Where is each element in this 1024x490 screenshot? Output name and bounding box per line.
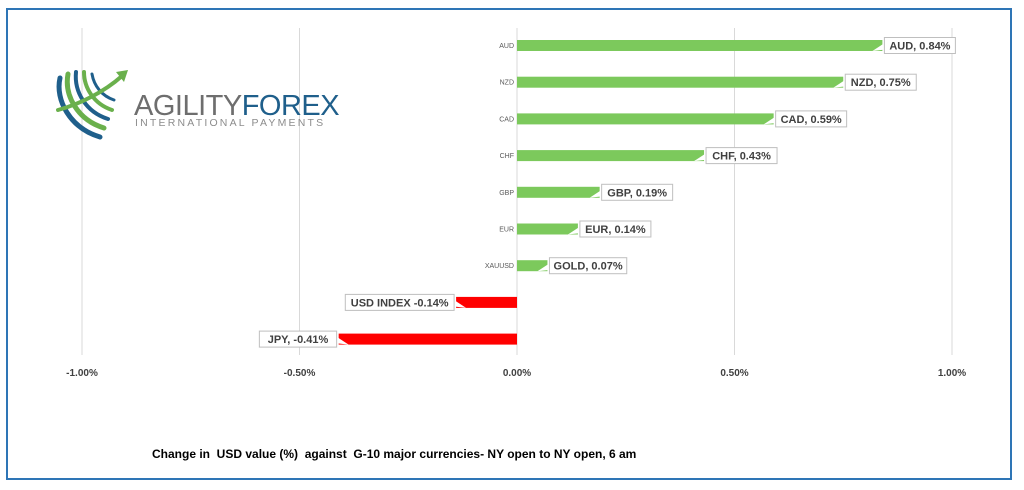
chart-frame xyxy=(6,8,1012,480)
logo-word-forex: FOREX xyxy=(242,90,340,122)
category-label: XAUUSD xyxy=(485,263,514,270)
logo-tagline: INTERNATIONAL PAYMENTS xyxy=(135,117,325,129)
category-labels: AUD NZD CAD CHF GBP EUR XAUUSD xyxy=(485,43,515,270)
data-labels: AUD, 0.84% NZD, 0.75% CAD, 0.59% CHF, 0.43%… xyxy=(258,37,956,348)
chart-caption: Change in USD value (%) against G-10 maj… xyxy=(152,447,637,461)
data-label-text: AUD, 0.84% xyxy=(889,41,950,53)
data-label-text: CAD, 0.59% xyxy=(781,114,842,126)
data-label-box xyxy=(775,110,848,128)
bars xyxy=(338,40,883,345)
data-label-text: USD INDEX -0.14% xyxy=(351,297,449,309)
data-label-text: GOLD, 0.07% xyxy=(554,261,623,273)
category-label: NZD xyxy=(500,80,514,87)
x-tick-label: 1.00% xyxy=(938,368,966,379)
data-label-box xyxy=(548,257,628,275)
data-label-box xyxy=(344,293,455,311)
category-label: EUR xyxy=(499,227,514,234)
bar xyxy=(517,76,844,88)
data-label-text: NZD, 0.75% xyxy=(851,77,911,89)
data-label: EUR, 0.14% xyxy=(567,220,652,238)
category-label: CAD xyxy=(499,116,514,123)
bar xyxy=(456,296,517,308)
bar xyxy=(517,223,578,235)
data-label-box xyxy=(601,183,674,201)
logo-globe-icon xyxy=(56,70,128,140)
x-tick-label: 0.00% xyxy=(503,368,531,379)
data-label: GBP, 0.19% xyxy=(589,183,674,201)
bar xyxy=(517,260,548,272)
data-label-box xyxy=(258,330,338,348)
data-label-box xyxy=(579,220,652,238)
category-label: CHF xyxy=(500,153,514,160)
bar xyxy=(517,113,774,125)
data-label-text: GBP, 0.19% xyxy=(607,187,667,199)
bar xyxy=(517,40,883,51)
data-label: AUD, 0.84% xyxy=(872,37,956,54)
data-label-text: CHF, 0.43% xyxy=(712,151,771,163)
category-label: GBP xyxy=(499,190,514,197)
data-label: GOLD, 0.07% xyxy=(537,257,628,275)
company-logo: AGILITYFOREX INTERNATIONAL PAYMENTS xyxy=(56,70,340,140)
x-tick-label: 0.50% xyxy=(720,368,748,379)
data-label: USD INDEX -0.14% xyxy=(344,293,467,311)
logo-word-agility: AGILITY xyxy=(134,90,242,122)
data-label: NZD, 0.75% xyxy=(833,73,917,91)
category-label: AUD xyxy=(499,43,514,50)
data-label-text: JPY, -0.41% xyxy=(268,334,329,346)
logo-wordmark: AGILITYFOREX xyxy=(134,90,339,122)
data-label: JPY, -0.41% xyxy=(258,330,349,348)
data-label: CHF, 0.43% xyxy=(694,147,778,165)
x-tick-label: -1.00% xyxy=(66,368,98,379)
bar xyxy=(517,186,600,198)
data-label-box xyxy=(844,73,917,91)
data-label-box xyxy=(705,147,778,165)
data-label-text: EUR, 0.14% xyxy=(585,224,646,236)
data-label: CAD, 0.59% xyxy=(763,110,848,128)
bar xyxy=(338,333,517,345)
x-tick-label: -0.50% xyxy=(284,368,316,379)
x-axis-tick-labels: -1.00% -0.50% 0.00% 0.50% 1.00% xyxy=(66,368,966,379)
data-label-box xyxy=(883,37,956,54)
bar xyxy=(517,150,705,162)
